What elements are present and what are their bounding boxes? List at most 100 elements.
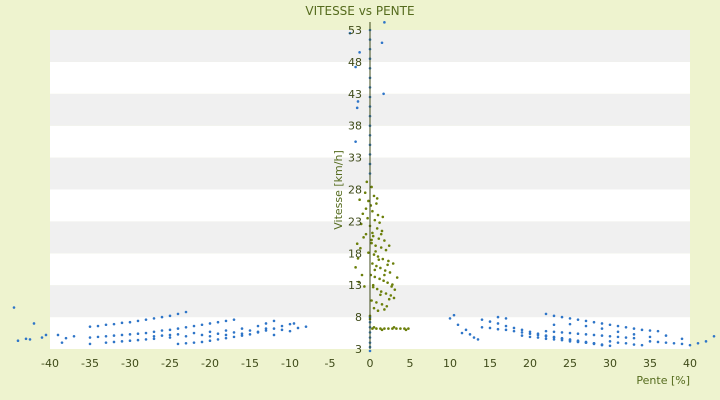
data-point-blue <box>168 314 172 318</box>
data-point-blue <box>600 322 604 325</box>
data-point-blue <box>488 326 492 330</box>
data-point-blue <box>136 319 140 323</box>
data-point-blue <box>592 320 596 324</box>
data-point-olive <box>371 231 374 235</box>
data-point-olive <box>359 246 362 250</box>
data-point-blue <box>176 312 180 316</box>
data-point-blue <box>128 320 132 324</box>
data-point-olive <box>370 185 373 189</box>
x-tick-labels: -40 -35 -30 -25 -20 -15 -10 -5 0 5 10 15 20 25 30 35 40 <box>41 357 697 370</box>
data-point-blue <box>224 333 228 337</box>
data-point-blue <box>528 332 532 335</box>
data-point-olive <box>392 296 396 300</box>
data-point-blue <box>664 341 668 344</box>
data-point-blue <box>232 335 236 339</box>
data-point-blue <box>536 336 540 339</box>
data-point-blue <box>88 336 92 339</box>
data-point-blue <box>576 332 580 335</box>
data-point-blue <box>152 330 156 334</box>
data-point-blue <box>72 334 76 338</box>
data-point-olive <box>366 216 369 220</box>
data-point-blue <box>232 318 236 321</box>
data-point-blue <box>32 322 36 325</box>
data-point-blue <box>552 338 556 341</box>
data-point-blue <box>608 340 612 343</box>
data-point-blue <box>520 334 524 337</box>
data-point-blue <box>104 334 108 338</box>
data-point-blue <box>504 317 508 320</box>
data-point-olive <box>378 221 381 224</box>
data-point-blue <box>354 65 357 69</box>
data-point-blue <box>672 341 676 345</box>
data-point-blue <box>476 338 480 341</box>
data-point-blue <box>256 330 260 334</box>
data-point-olive <box>391 262 395 265</box>
data-point-olive <box>372 253 376 256</box>
data-point-blue <box>632 336 636 340</box>
data-point-blue <box>168 336 172 339</box>
y-tick-label: 28 <box>348 184 362 197</box>
data-point-blue <box>176 342 180 346</box>
data-point-olive <box>389 294 393 297</box>
data-point-blue <box>656 329 660 333</box>
y-tick-label: 33 <box>348 152 362 165</box>
data-point-blue <box>460 331 464 335</box>
data-point-blue <box>104 323 108 327</box>
data-point-blue <box>144 338 148 341</box>
data-point-blue <box>560 338 564 342</box>
data-point-olive <box>383 327 386 330</box>
data-point-olive <box>383 269 387 272</box>
data-point-blue <box>544 312 548 316</box>
data-point-blue <box>544 329 548 333</box>
data-point-blue <box>256 324 260 328</box>
data-point-blue <box>600 334 604 337</box>
data-point-blue <box>192 324 196 328</box>
data-point-blue <box>616 330 620 334</box>
data-point-blue <box>584 333 588 336</box>
data-point-blue <box>120 340 124 343</box>
data-point-blue <box>208 330 212 334</box>
data-point-blue <box>608 334 612 338</box>
data-point-blue <box>504 328 508 332</box>
data-point-blue <box>60 341 64 344</box>
x-tick-label: -10 <box>281 357 299 370</box>
y-tick-label: 48 <box>348 56 362 69</box>
data-point-blue <box>192 341 196 344</box>
data-point-blue <box>568 331 572 335</box>
data-point-blue <box>480 326 484 329</box>
data-point-blue <box>600 327 604 330</box>
data-point-olive <box>378 277 381 281</box>
x-tick-label: -5 <box>325 357 336 370</box>
data-point-blue <box>600 343 604 347</box>
data-point-olive <box>387 327 390 330</box>
data-point-blue <box>240 327 244 330</box>
data-point-blue <box>496 327 500 331</box>
x-tick-label: -35 <box>81 357 99 370</box>
x-tick-label: -25 <box>161 357 179 370</box>
data-point-blue <box>688 343 692 347</box>
data-point-blue <box>608 344 612 348</box>
data-point-olive <box>356 257 360 260</box>
data-point-blue <box>680 337 684 341</box>
data-point-blue <box>704 340 708 343</box>
data-point-blue <box>160 334 164 337</box>
data-point-blue <box>616 341 620 344</box>
data-point-blue <box>380 41 384 45</box>
data-point-blue <box>168 333 172 337</box>
data-point-blue <box>136 332 140 335</box>
y-tick-label: 38 <box>348 120 362 133</box>
data-point-olive <box>386 263 389 267</box>
data-point-blue <box>355 106 359 110</box>
data-point-blue <box>224 336 228 340</box>
data-point-blue <box>512 329 516 333</box>
data-point-blue <box>348 31 352 35</box>
data-point-blue <box>382 92 385 96</box>
data-point-olive <box>357 280 361 284</box>
data-point-blue <box>354 140 357 143</box>
data-point-blue <box>208 322 212 325</box>
data-point-blue <box>216 320 220 324</box>
data-point-olive <box>379 266 382 270</box>
x-tick-label: 30 <box>603 357 617 370</box>
data-point-olive <box>355 242 359 246</box>
